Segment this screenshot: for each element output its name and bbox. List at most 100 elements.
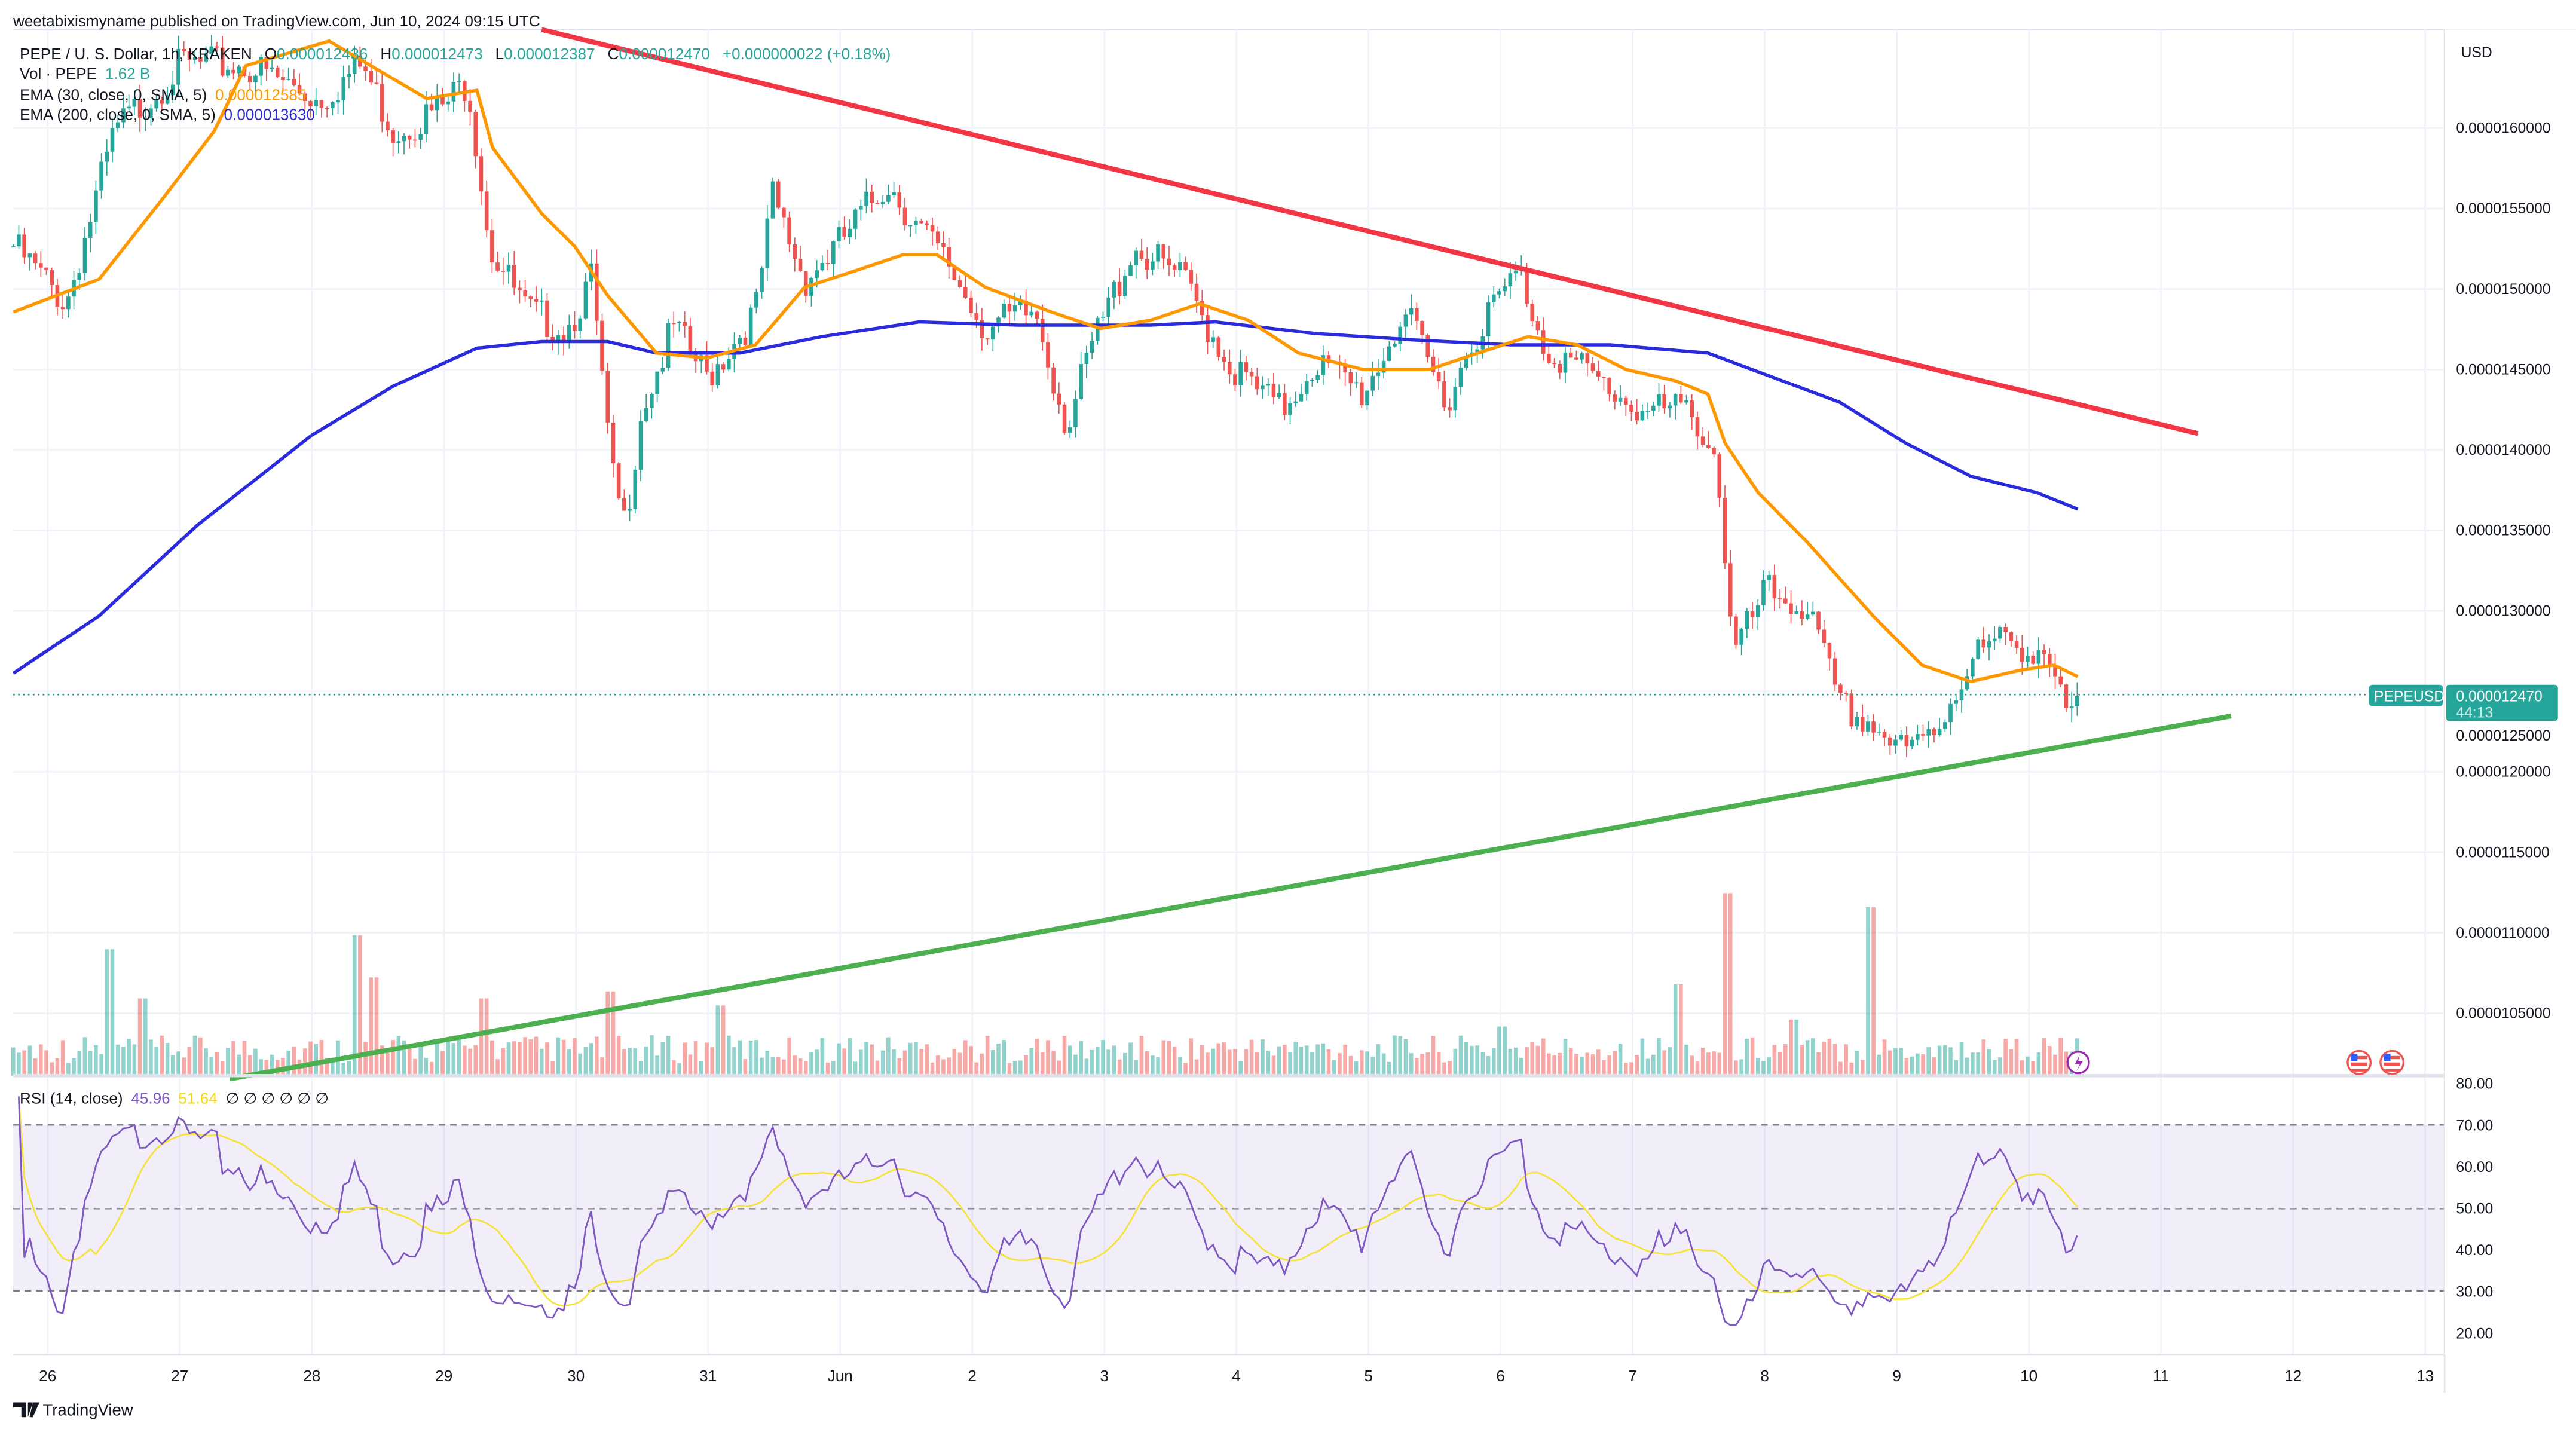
legend-symbol[interactable]: PEPE / U. S. Dollar, 1h, KRAKEN [20,45,252,63]
candle-body [66,296,71,310]
volume-bar [1772,1045,1777,1076]
candle-body [143,117,148,119]
candle-body [1893,739,1898,746]
volume-bar [556,1037,561,1076]
volume-bar [198,1037,203,1076]
currency-label[interactable]: USD [2461,45,2492,61]
volume-bar [341,1063,346,1076]
candle-body [490,230,494,263]
volume-bar [143,998,148,1076]
candle-body [1315,375,1320,380]
volume-bar [1921,1054,1925,1076]
candle-body [1728,563,1733,617]
volume-bar [1602,1060,1606,1076]
volume-bar [1684,1044,1688,1076]
candle-body [1673,394,1678,406]
candle-body [396,141,401,143]
volume-bar [160,1035,164,1076]
volume-bar [683,1042,687,1076]
close-value: 0.000012470 [619,45,709,63]
candle-body [1062,404,1067,433]
candle-body [1640,411,1645,421]
volume-bar [331,1061,335,1076]
candle-body [137,99,142,118]
lightning-icon[interactable] [2066,1051,2090,1075]
volume-bar [1338,1053,1342,1076]
candle-body [974,313,978,320]
volume-bar [473,1045,478,1076]
candle-body [655,371,659,394]
volume-bar [479,998,484,1076]
high-value: 0.000012473 [391,45,482,63]
volume-bar [655,1055,659,1076]
volume-bar [1541,1038,1546,1076]
candle-body [1503,286,1507,292]
volume-bar [1871,907,1876,1076]
change-value: +0.000000022 (+0.18%) [723,45,891,63]
candle-body [1194,283,1199,301]
volume-bar [1310,1052,1314,1076]
us-flag-event-icon[interactable] [2379,1049,2405,1075]
candle-body [1910,739,1914,747]
candle-body [132,99,137,107]
candle-body [573,325,577,331]
volume-bar [386,1049,390,1076]
volume-bar [545,1042,549,1076]
volume-bar [935,1055,940,1076]
volume-bar [314,1044,319,1076]
candle-body [154,99,158,109]
candle-body [1139,250,1144,259]
volume-bar [825,1063,830,1076]
price-tick-label: 0.0000145000 [2456,362,2550,378]
volume-bar [484,998,489,1076]
candle-body [1745,611,1749,629]
volume-bar [1739,1059,1743,1076]
candle-body [1513,270,1518,274]
volume-bar [11,1047,16,1076]
volume-bar [2014,1039,2019,1076]
candle-body [660,368,665,372]
volume-bar [192,1035,197,1076]
candle-body [550,337,555,341]
price-tick-label: 0.0000110000 [2456,925,2549,941]
tradingview-logo[interactable]: TradingView [13,1401,133,1419]
volume-bar [1067,1045,1072,1076]
volume-bar [748,1040,753,1076]
volume-bar [1673,984,1678,1076]
volume-bar [2042,1038,2046,1076]
volume-bar [1844,1044,1848,1076]
volume-bar [1029,1048,1034,1076]
resistance-trendline[interactable] [541,27,2199,436]
candle-body [754,292,758,308]
support-trendline[interactable] [229,713,2232,1082]
volume-bar [413,1058,417,1076]
candle-body [341,77,346,101]
candle-body [1717,454,1722,498]
candle-body [705,355,709,372]
candle-body [1558,364,1562,373]
volume-bar [831,1061,836,1076]
candle-body [650,394,654,408]
candle-body [776,181,781,208]
candle-body [1530,304,1535,322]
date-tick-label: 11 [2153,1367,2169,1385]
volume-bar [1695,1061,1700,1076]
volume-bar [490,1040,494,1076]
legend-row-ema200: EMA (200, close, 0, SMA, 5) 0.000013630 [20,106,315,124]
volume-bar [1299,1047,1304,1076]
volume-bar [440,1051,445,1076]
volume-bar [418,1044,423,1076]
volume-bar [1420,1054,1424,1076]
us-flag-event-icon[interactable] [2346,1049,2372,1075]
candle-body [1398,326,1403,344]
candle-body [947,247,951,267]
volume-bar [1101,1040,1105,1076]
volume-bar [688,1054,693,1076]
volume-bar [930,1062,935,1076]
candle-body [1607,377,1611,395]
candle-body [468,100,472,112]
volume-bar [1398,1036,1403,1076]
volume-bar [1277,1046,1281,1076]
candle-body [1277,393,1281,397]
